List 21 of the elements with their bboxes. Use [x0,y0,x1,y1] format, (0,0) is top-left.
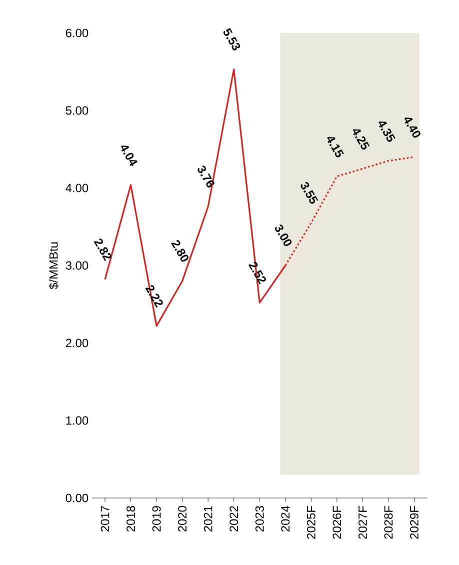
x-tick-label: 2022 [230,506,238,532]
y-axis-title: $/MMBtu [48,242,58,290]
x-tick-label: 2028F [384,506,393,539]
x-tick-label: 2020 [178,506,187,532]
y-tick-label: 4.00 [66,184,88,192]
x-tick-label: 2025F [306,506,316,539]
x-tick-label: 2017 [100,506,110,532]
x-tick-label: 2023 [255,506,264,532]
y-tick-label: 6.00 [66,28,88,38]
x-tick-label: 2029F [410,506,418,539]
x-tick-label: 2027F [358,506,367,539]
y-tick-label: 0.00 [66,494,88,502]
x-tick-label: 2019 [152,506,161,532]
x-tick-label: 2026F [332,506,342,539]
x-tick-label: 2021 [204,506,212,532]
y-tick-label: 5.00 [66,106,88,115]
y-tick-label: 1.00 [66,416,88,425]
x-tick-label: 2018 [126,506,135,532]
y-tick-label: 3.00 [66,261,88,270]
y-tick-label: 2.00 [66,338,88,348]
x-tick-label: 2024 [281,506,290,532]
